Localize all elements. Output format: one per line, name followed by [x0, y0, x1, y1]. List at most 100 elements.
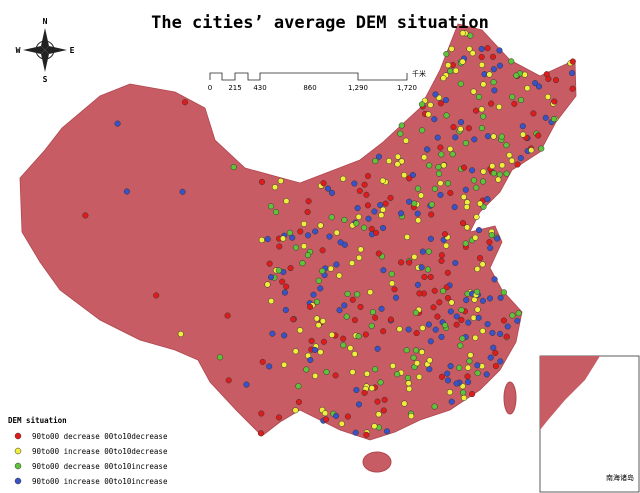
city-dot [532, 80, 539, 87]
city-dot [442, 97, 450, 104]
city-dot [351, 180, 358, 187]
city-dot [479, 261, 486, 268]
city-dot [312, 228, 319, 235]
city-dot [453, 321, 460, 328]
city-dot [509, 312, 516, 319]
city-dot [569, 58, 576, 65]
city-dot [496, 171, 503, 178]
city-dot [464, 373, 471, 380]
city-dot [524, 85, 531, 92]
city-dot [425, 321, 432, 328]
city-dot [463, 297, 470, 304]
city-dot [569, 70, 576, 77]
city-dot [457, 80, 464, 87]
city-dot [490, 133, 497, 140]
city-dot [414, 281, 421, 288]
city-dot [490, 344, 497, 351]
city-dot [460, 193, 467, 201]
city-dot [467, 32, 474, 39]
legend-title: DEM situation [8, 416, 67, 425]
city-dot [427, 101, 434, 109]
city-dot [469, 167, 476, 174]
city-dot [552, 77, 560, 84]
city-dot [519, 131, 527, 138]
city-dot [465, 125, 472, 132]
city-dot [460, 164, 468, 171]
city-dot [368, 225, 375, 232]
city-dot [324, 185, 332, 192]
city-dot [388, 270, 395, 278]
city-dot [426, 366, 433, 373]
city-dot [467, 352, 474, 359]
city-dot [424, 266, 431, 273]
city-dot [489, 53, 497, 60]
city-dot [391, 286, 398, 293]
city-dot [474, 362, 481, 369]
city-dot [432, 91, 439, 98]
city-dot [243, 381, 250, 388]
city-dot [514, 317, 521, 324]
city-dot [271, 184, 279, 191]
city-dot [488, 231, 495, 239]
city-dot [447, 145, 454, 153]
city-dot [341, 216, 348, 223]
city-dot [489, 329, 496, 336]
city-dot [404, 374, 411, 381]
city-dot [431, 287, 438, 294]
city-dot [394, 153, 401, 160]
city-dot [281, 361, 288, 368]
city-dot [465, 378, 472, 386]
city-dot [312, 372, 319, 379]
city-dot [230, 164, 237, 171]
city-dot [378, 212, 385, 219]
city-dot [448, 299, 455, 306]
city-dot [474, 370, 481, 377]
city-dot [415, 217, 422, 224]
city-dot [491, 276, 498, 283]
city-dot [418, 192, 425, 199]
city-dot [473, 184, 480, 191]
city-dot [535, 83, 543, 90]
city-dot [177, 330, 184, 338]
city-dot [373, 229, 380, 236]
city-dot [514, 161, 521, 168]
inset-label: 南海诸岛 [606, 473, 634, 482]
city-dot [292, 348, 299, 355]
city-dot [497, 294, 504, 301]
city-dot [269, 330, 276, 337]
city-dot [497, 358, 504, 365]
city-dot [459, 220, 467, 227]
city-dot [354, 205, 361, 212]
city-dot [392, 294, 400, 301]
city-dot [311, 346, 318, 353]
city-dot [462, 186, 469, 193]
city-dot [490, 66, 497, 73]
city-dot [458, 119, 465, 126]
scale-label: 860 [303, 84, 316, 92]
city-dot [443, 284, 450, 291]
city-dot [315, 322, 322, 329]
city-dot [443, 50, 450, 58]
city-dot [344, 290, 351, 297]
city-dot [456, 364, 463, 371]
city-dot [459, 335, 466, 342]
city-dot [419, 324, 426, 332]
city-dot [371, 208, 378, 215]
city-dot [498, 133, 505, 140]
city-dot [542, 114, 549, 121]
legend-dot [14, 432, 22, 440]
city-dot [441, 231, 449, 238]
scale-label: 1,290 [348, 84, 368, 92]
city-dot [380, 267, 387, 274]
city-dot [216, 354, 224, 361]
city-dot [363, 191, 370, 198]
city-dot [277, 177, 284, 185]
city-dot [466, 45, 473, 52]
city-dot [405, 380, 412, 387]
city-dot [491, 87, 498, 94]
city-dot [403, 347, 410, 354]
city-dot [286, 229, 293, 236]
city-dot [504, 323, 511, 330]
city-dot [445, 62, 452, 69]
city-dot [414, 360, 421, 367]
